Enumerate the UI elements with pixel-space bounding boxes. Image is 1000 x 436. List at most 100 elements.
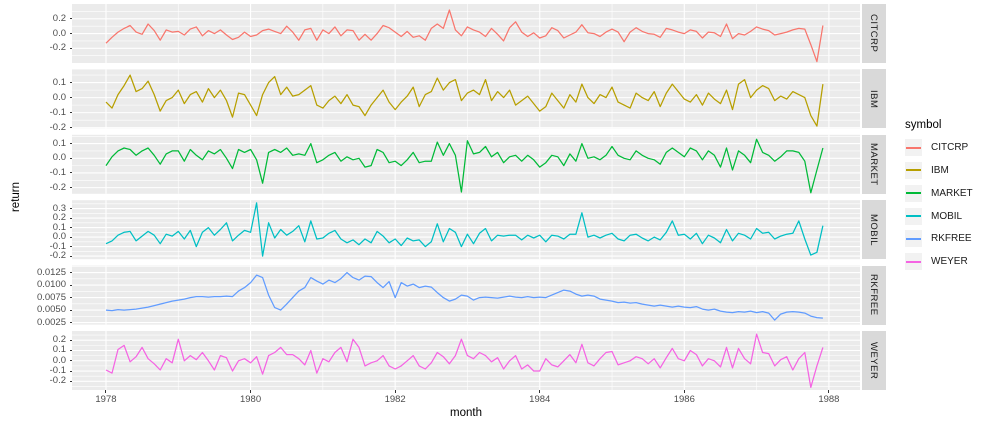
x-tick-label: 1988	[818, 393, 840, 405]
y-tick-label: 0.0	[52, 231, 66, 243]
y-tick-label: 0.2	[52, 212, 66, 224]
legend-label: IBM	[931, 164, 949, 176]
legend-label: CITCRP	[931, 142, 969, 154]
legend-line-swatch	[906, 237, 921, 240]
x-tick-label: 1984	[529, 393, 551, 405]
y-tick-label: -0.2	[49, 121, 66, 133]
line-rkfree	[105, 271, 823, 321]
y-tick-label: -0.1	[49, 166, 66, 178]
y-tick-label: 0.2	[52, 12, 66, 24]
panel-rkfree	[72, 265, 860, 325]
x-tick-label: 1978	[95, 393, 117, 405]
facet-strip-ibm: IBM	[861, 69, 886, 129]
y-tick-mark	[69, 143, 72, 145]
y-tick-label: 0.1	[52, 76, 66, 88]
y-tick-label: -0.2	[49, 375, 66, 387]
y-tick-label: 0.0050	[36, 304, 66, 316]
y-tick-mark	[69, 297, 72, 299]
legend: symbol CITCRP IBM MARKET MOBIL RKFREE WEYER	[905, 119, 973, 276]
y-tick-label: -0.1	[49, 106, 66, 118]
x-tick-label: 1982	[384, 393, 406, 405]
y-tick-label: -0.2	[49, 181, 66, 193]
x-axis-title: month	[450, 407, 482, 419]
y-tick-mark	[69, 360, 72, 362]
y-tick-label: 0.0	[52, 27, 66, 39]
legend-label: RKFREE	[931, 233, 972, 245]
legend-title: symbol	[905, 119, 942, 131]
legend-line-swatch	[906, 260, 921, 263]
legend-line-swatch	[906, 146, 921, 149]
y-tick-label: -0.1	[49, 240, 66, 252]
y-tick-label: 0.0	[52, 152, 66, 164]
line-market	[105, 138, 824, 194]
line-weyer	[105, 333, 824, 389]
legend-key	[905, 207, 922, 225]
y-tick-label: -0.1	[49, 365, 66, 377]
y-tick-mark	[69, 284, 72, 286]
y-tick-mark	[69, 322, 72, 324]
y-tick-mark	[69, 18, 72, 20]
y-tick-mark	[69, 217, 72, 219]
y-tick-label: 0.2	[52, 334, 66, 346]
line-mobil	[105, 202, 824, 257]
x-tick-mark	[394, 390, 396, 393]
line-ibm	[105, 74, 824, 127]
facet-strip-label: CITCRP	[868, 14, 879, 53]
facet-strip-rkfree: RKFREE	[861, 265, 886, 325]
legend-line-swatch	[906, 169, 921, 172]
facet-strip-label: WEYER	[868, 341, 879, 380]
y-tick-mark	[69, 172, 72, 174]
facet-strip-mobil: MOBIL	[861, 200, 886, 260]
legend-entry-ibm: IBM	[905, 161, 973, 179]
y-tick-label: 0.1	[52, 344, 66, 356]
y-tick-label: 0.0	[52, 354, 66, 366]
legend-entry-market: MARKET	[905, 184, 973, 202]
y-tick-mark	[69, 246, 72, 248]
facet-strip-weyer: WEYER	[861, 331, 886, 390]
y-tick-label: -0.2	[49, 42, 66, 54]
y-tick-mark	[69, 187, 72, 189]
y-tick-label: 0.0075	[36, 291, 66, 303]
legend-key	[905, 184, 922, 202]
y-tick-mark	[69, 97, 72, 99]
x-tick-mark	[105, 390, 107, 393]
facet-strip-label: MOBIL	[868, 213, 879, 246]
legend-line-swatch	[906, 192, 921, 195]
legend-key	[905, 161, 922, 179]
x-tick-mark	[250, 390, 252, 393]
y-tick-label: 0.0025	[36, 316, 66, 328]
legend-label: WEYER	[931, 256, 968, 268]
legend-entry-mobil: MOBIL	[905, 207, 973, 225]
line-citcrp	[105, 9, 824, 63]
y-tick-mark	[69, 33, 72, 35]
panel-mobil	[72, 200, 860, 260]
legend-key	[905, 253, 922, 271]
y-tick-mark	[69, 127, 72, 129]
legend-entry-citcrp: CITCRP	[905, 139, 973, 157]
y-tick-mark	[69, 82, 72, 84]
y-tick-mark	[69, 349, 72, 351]
y-tick-mark	[69, 272, 72, 274]
legend-entry-weyer: WEYER	[905, 253, 973, 271]
y-tick-label: 0.3	[52, 202, 66, 214]
facet-strip-label: IBM	[868, 89, 879, 109]
legend-line-swatch	[906, 215, 921, 218]
y-tick-mark	[69, 157, 72, 159]
y-tick-mark	[69, 309, 72, 311]
y-tick-mark	[69, 236, 72, 238]
y-tick-mark	[69, 112, 72, 114]
y-tick-mark	[69, 47, 72, 49]
legend-entry-rkfree: RKFREE	[905, 230, 973, 248]
legend-label: MOBIL	[931, 210, 963, 222]
y-tick-mark	[69, 227, 72, 229]
x-tick-label: 1980	[239, 393, 262, 405]
y-tick-mark	[69, 370, 72, 372]
x-tick-label: 1986	[673, 393, 695, 405]
legend-key	[905, 139, 922, 157]
facet-strip-citcrp: CITCRP	[861, 4, 886, 63]
panel-market	[72, 134, 860, 194]
facet-strip-label: RKFREE	[868, 274, 879, 316]
y-tick-label: 0.1	[52, 221, 66, 233]
